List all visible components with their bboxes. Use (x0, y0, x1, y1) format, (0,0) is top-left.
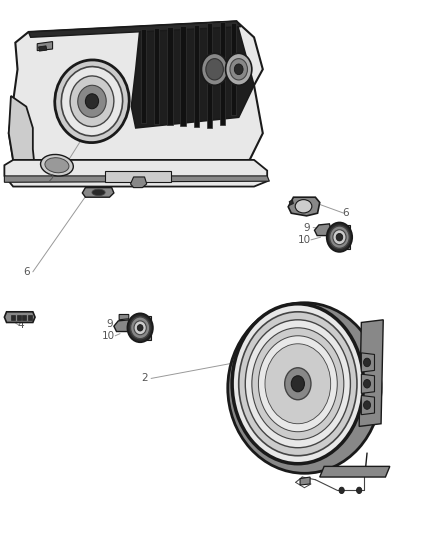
Polygon shape (39, 46, 47, 51)
Polygon shape (207, 23, 212, 128)
Circle shape (364, 379, 371, 388)
Polygon shape (220, 22, 225, 125)
Ellipse shape (61, 67, 123, 136)
Ellipse shape (265, 344, 331, 424)
Polygon shape (105, 171, 171, 182)
Polygon shape (82, 188, 114, 197)
Polygon shape (320, 466, 390, 477)
Polygon shape (288, 197, 320, 216)
Ellipse shape (230, 59, 247, 80)
Polygon shape (4, 176, 269, 182)
Polygon shape (361, 395, 374, 415)
Ellipse shape (70, 76, 114, 127)
Circle shape (364, 358, 371, 367)
Bar (11, 315, 15, 320)
Polygon shape (28, 21, 241, 37)
Polygon shape (180, 26, 186, 126)
Polygon shape (131, 21, 254, 128)
Polygon shape (314, 224, 331, 236)
Ellipse shape (234, 64, 243, 75)
Ellipse shape (336, 233, 343, 241)
Text: 2: 2 (141, 374, 148, 383)
Ellipse shape (127, 313, 153, 342)
Text: 2: 2 (47, 174, 54, 183)
Ellipse shape (55, 60, 129, 143)
Bar (28, 315, 32, 320)
Ellipse shape (252, 328, 344, 440)
Circle shape (364, 401, 371, 409)
Ellipse shape (285, 368, 311, 400)
Polygon shape (9, 21, 263, 171)
Polygon shape (114, 320, 131, 332)
Ellipse shape (78, 85, 106, 117)
Ellipse shape (329, 226, 350, 248)
Ellipse shape (232, 304, 364, 464)
Ellipse shape (226, 53, 252, 85)
Polygon shape (300, 477, 310, 485)
Polygon shape (167, 27, 173, 125)
Polygon shape (361, 374, 374, 393)
Ellipse shape (295, 199, 312, 213)
Ellipse shape (239, 312, 357, 456)
Ellipse shape (137, 325, 143, 331)
Polygon shape (131, 177, 147, 188)
Text: 9: 9 (106, 319, 113, 328)
Ellipse shape (201, 53, 228, 85)
Ellipse shape (245, 320, 350, 448)
Ellipse shape (206, 59, 223, 80)
Polygon shape (37, 42, 53, 51)
Polygon shape (289, 200, 293, 205)
Polygon shape (154, 28, 159, 124)
Text: 9: 9 (303, 223, 310, 232)
Polygon shape (141, 29, 146, 123)
Polygon shape (361, 353, 374, 372)
Ellipse shape (45, 158, 69, 173)
Bar (17, 315, 21, 320)
Ellipse shape (258, 336, 337, 432)
Ellipse shape (327, 222, 352, 252)
Text: 6: 6 (343, 208, 350, 218)
Ellipse shape (228, 303, 381, 473)
Circle shape (357, 487, 362, 494)
Ellipse shape (85, 94, 99, 109)
Bar (22, 315, 26, 320)
Ellipse shape (134, 321, 146, 335)
Ellipse shape (333, 230, 346, 245)
Polygon shape (231, 23, 236, 115)
Ellipse shape (291, 376, 304, 392)
Polygon shape (194, 25, 199, 127)
Polygon shape (140, 316, 151, 340)
Polygon shape (339, 225, 350, 249)
Polygon shape (4, 160, 267, 187)
Circle shape (339, 487, 344, 494)
Polygon shape (4, 312, 35, 322)
Text: 6: 6 (23, 267, 30, 277)
Ellipse shape (92, 189, 105, 196)
Polygon shape (119, 314, 129, 320)
Ellipse shape (41, 155, 73, 176)
Text: 4: 4 (18, 320, 25, 330)
Polygon shape (9, 96, 35, 171)
Ellipse shape (131, 317, 150, 339)
Polygon shape (359, 320, 383, 426)
Text: 10: 10 (298, 235, 311, 245)
Text: 10: 10 (102, 331, 115, 341)
